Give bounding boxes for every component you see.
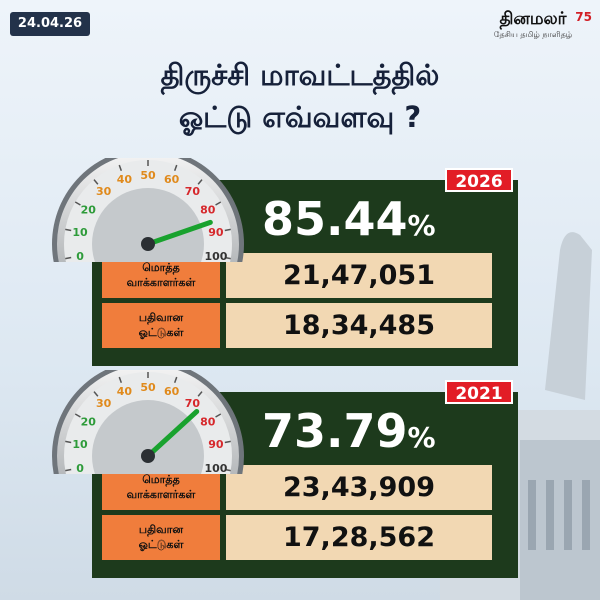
row-label-line: ஓட்டுகள் xyxy=(138,325,184,339)
title-line: திருச்சி மாவட்டத்தில் xyxy=(160,58,440,92)
gauge-tick-label: 50 xyxy=(140,381,156,394)
gauge: 0 10 20 30 40 50 60 70 80 90 100 xyxy=(52,158,244,263)
year-tag: 2021 xyxy=(445,380,513,404)
gauge-tick xyxy=(65,256,72,260)
gauge-tick xyxy=(197,391,203,397)
row-label-line: பதிவான xyxy=(138,522,184,536)
gauge-tick-label: 0 xyxy=(76,250,84,263)
turnout: 73.79% xyxy=(262,406,436,463)
row-value: 23,43,909 xyxy=(226,465,492,510)
turnout-unit: % xyxy=(407,209,436,242)
gauge-tick xyxy=(74,413,81,418)
gauge-tick xyxy=(65,228,72,232)
gauge-tick-label: 30 xyxy=(96,397,112,410)
gauge-tick xyxy=(224,256,231,260)
gauge-tick-label: 10 xyxy=(72,226,88,239)
gauge-body xyxy=(52,158,244,262)
gauge-hub xyxy=(141,449,155,463)
gauge-tick-label: 90 xyxy=(208,438,224,451)
gauge-tick xyxy=(118,164,123,171)
logo: தினமலர் 75 தேசிய தமிழ் நாளிதழ் xyxy=(474,8,592,44)
row-value: 21,47,051 xyxy=(226,253,492,298)
gauge-inner xyxy=(92,188,204,262)
row-label-line: மொத்த xyxy=(142,260,180,274)
gauge-tick-label: 30 xyxy=(96,185,112,198)
gauge-tick-label: 70 xyxy=(185,397,201,410)
gauge-tick-label: 60 xyxy=(164,385,180,398)
turnout-value: 73.79 xyxy=(262,404,408,458)
gauge-inner xyxy=(92,400,204,474)
row-value: 18,34,485 xyxy=(226,303,492,348)
logo-name: தினமலர் xyxy=(499,9,567,29)
gauge-tick xyxy=(215,201,222,206)
gauge-tick xyxy=(65,468,72,472)
gauge-tick-label: 80 xyxy=(200,416,216,429)
row-label-line: வாக்காளர்கள் xyxy=(126,487,196,501)
gauge-tick-label: 40 xyxy=(117,173,133,186)
gauge-body xyxy=(52,370,244,474)
gauge-tick xyxy=(173,376,178,383)
row-label-line: பதிவான xyxy=(138,310,184,324)
row-label: பதிவான ஓட்டுகள் xyxy=(102,303,220,348)
gauge-tick xyxy=(224,228,231,232)
gauge-tick-label: 70 xyxy=(185,185,201,198)
gauge-needle xyxy=(145,408,200,459)
gauge-needle xyxy=(145,219,213,247)
gauge-tick-label: 0 xyxy=(76,462,84,475)
gauge-tick-label: 50 xyxy=(140,169,156,182)
logo-tagline: தேசிய தமிழ் நாளிதழ் xyxy=(493,30,573,39)
gauge-tick xyxy=(93,179,99,185)
gauge-hub xyxy=(141,237,155,251)
gauge-tick-label: 100 xyxy=(204,462,227,475)
row-label-line: வாக்காளர்கள் xyxy=(126,275,196,289)
turnout: 85.44% xyxy=(262,194,436,251)
gauge-tick xyxy=(118,376,123,383)
title-line: ஓட்டு எவ்வளவு ? xyxy=(178,100,422,134)
turnout-value: 85.44 xyxy=(262,192,408,246)
row-label-line: ஓட்டுகள் xyxy=(138,537,184,551)
gauge-tick xyxy=(215,413,222,418)
gauge-tick-label: 10 xyxy=(72,438,88,451)
logo-badge: 75 xyxy=(575,10,592,24)
gauge-tick-label: 40 xyxy=(117,385,133,398)
turnout-unit: % xyxy=(407,421,436,454)
row-label: பதிவான ஓட்டுகள் xyxy=(102,515,220,560)
gauge: 0 10 20 30 40 50 60 70 80 90 100 xyxy=(52,370,244,475)
gauge-tick xyxy=(197,179,203,185)
gauge-tick-label: 80 xyxy=(200,204,216,217)
gauge-tick xyxy=(65,440,72,444)
gauge-tick-label: 20 xyxy=(81,416,97,429)
gauge-tick-label: 90 xyxy=(208,226,224,239)
gauge-tick xyxy=(74,201,81,206)
gauge-tick-label: 100 xyxy=(204,250,227,263)
gauge-tick xyxy=(93,391,99,397)
gauge-tick xyxy=(224,440,231,444)
gauge-tick-label: 60 xyxy=(164,173,180,186)
gauge-tick-label: 20 xyxy=(81,204,97,217)
row-label-line: மொத்த xyxy=(142,472,180,486)
gauge-tick xyxy=(224,468,231,472)
row-value: 17,28,562 xyxy=(226,515,492,560)
date: 24.04.26 xyxy=(10,12,90,36)
year-tag: 2026 xyxy=(445,168,513,192)
gauge-tick xyxy=(173,164,178,171)
